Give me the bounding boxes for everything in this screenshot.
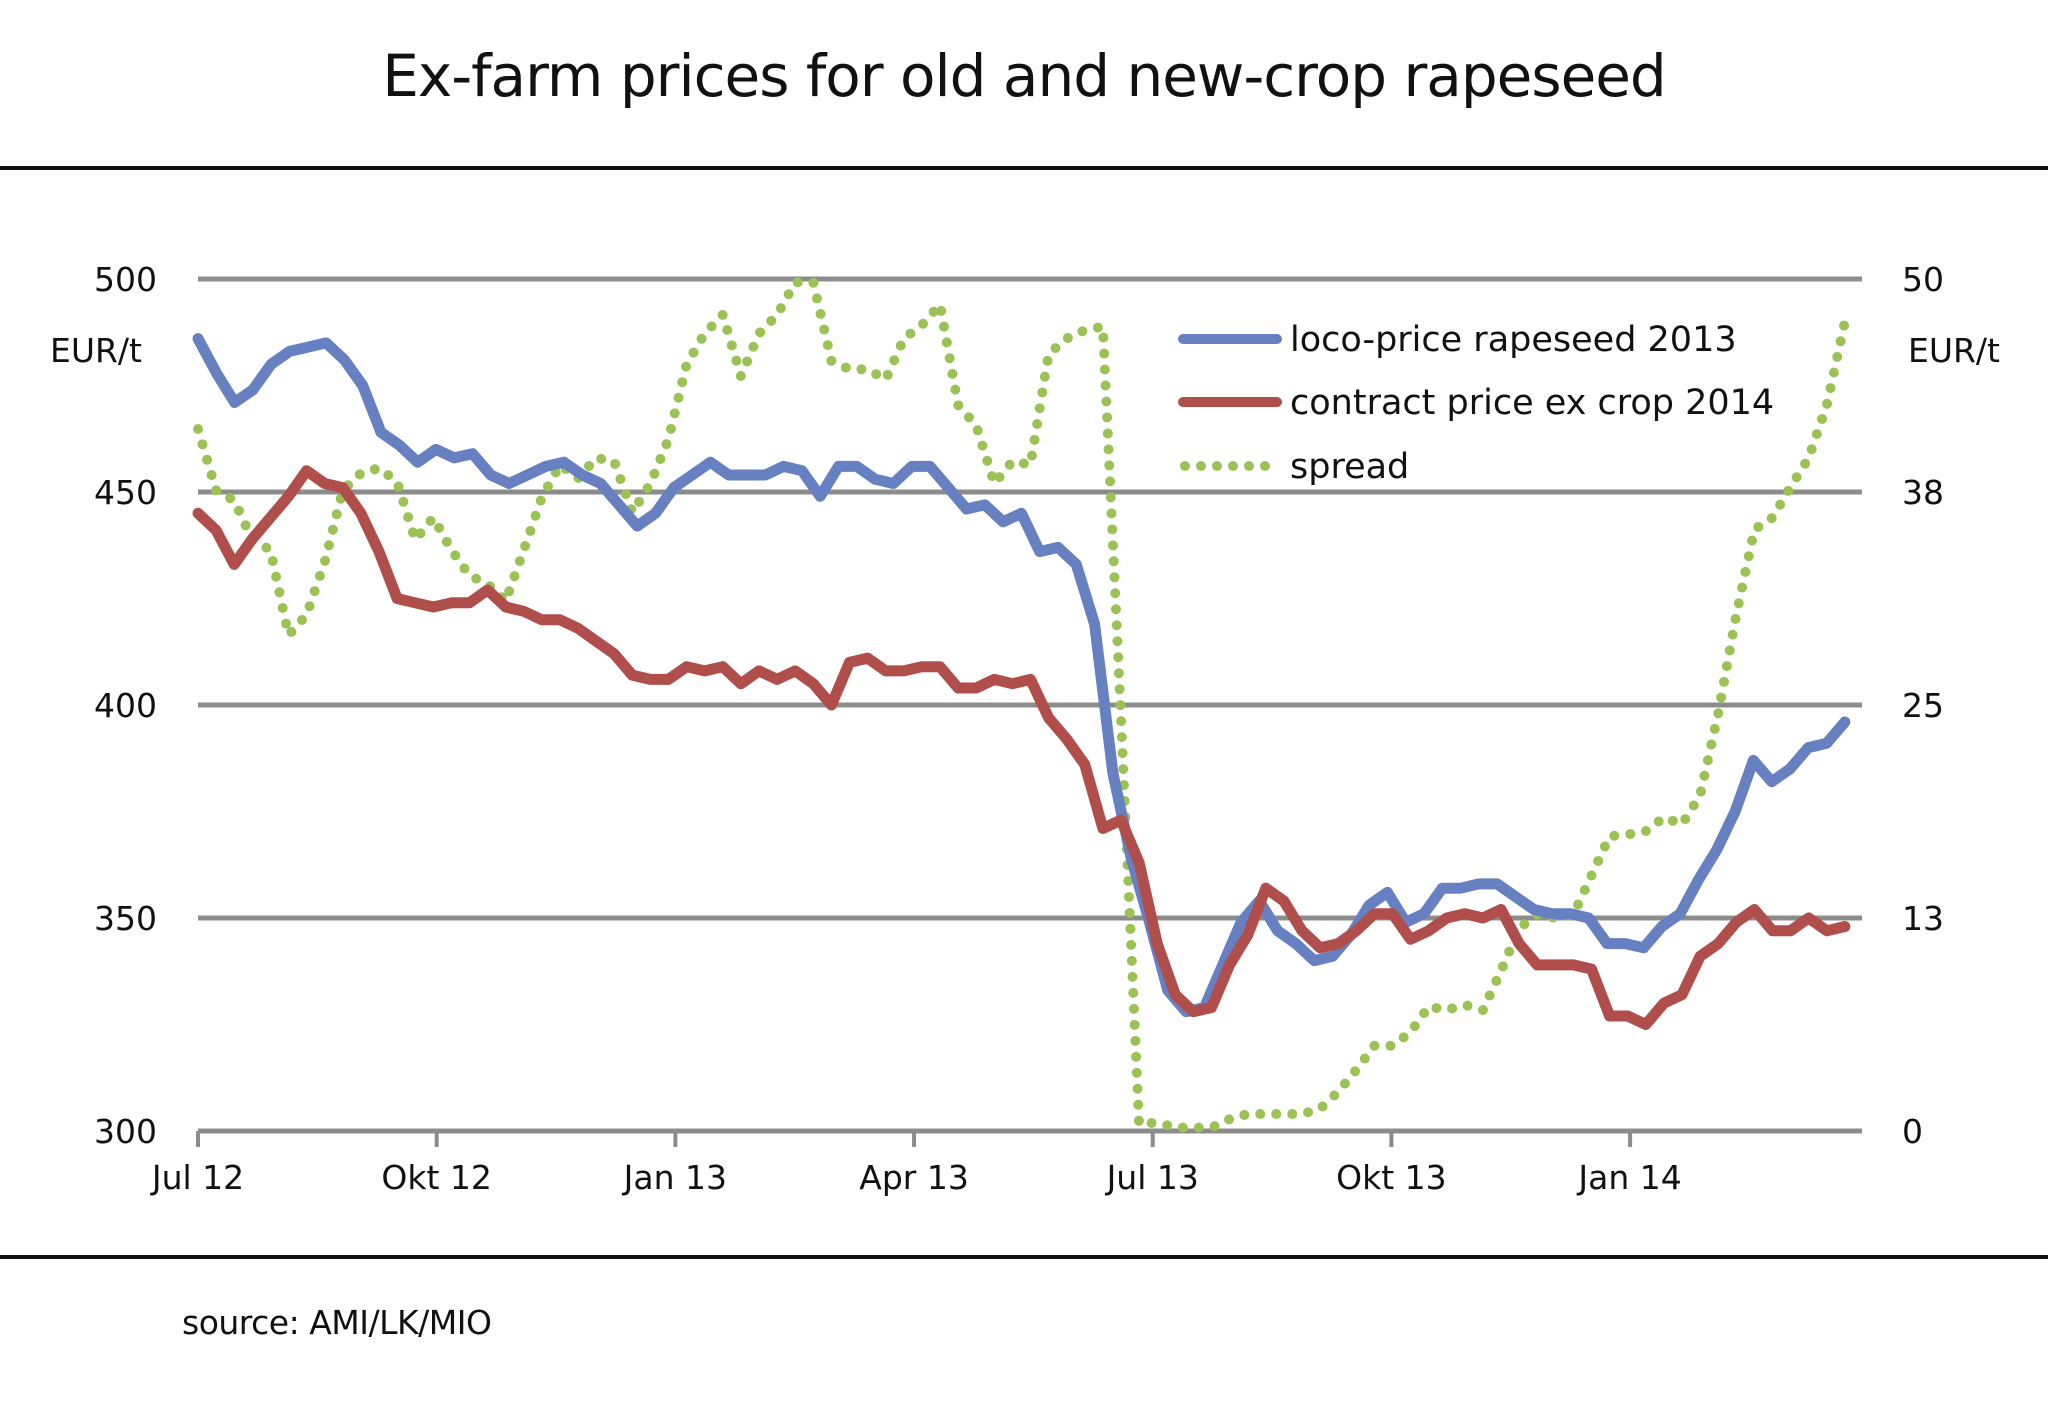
legend-label-contract: contract price ex crop 2014 bbox=[1290, 383, 1774, 423]
series bbox=[192, 277, 1851, 1133]
x-tick-label: Jul 13 bbox=[1105, 1158, 1199, 1197]
right-y-axis: 50 38 25 13 0 bbox=[1902, 260, 1944, 1151]
right-y-tick-label: 0 bbox=[1902, 1112, 1923, 1151]
x-tick-label: Okt 13 bbox=[1336, 1158, 1447, 1197]
left-y-axis: 500 450 400 350 300 bbox=[94, 260, 157, 1151]
x-tick-label: Apr 13 bbox=[859, 1158, 969, 1197]
title-divider bbox=[0, 166, 2048, 170]
right-y-tick-label: 25 bbox=[1902, 686, 1944, 725]
legend-label-spread: spread bbox=[1290, 447, 1409, 487]
legend-label-loco: loco-price rapeseed 2013 bbox=[1290, 320, 1737, 360]
x-tick-label: Jan 13 bbox=[622, 1158, 727, 1197]
source-note: source: AMI/LK/MIO bbox=[182, 1303, 492, 1342]
x-axis: Jul 12 Okt 12 Jan 13 Apr 13 Jul 13 Okt 13 Jan … bbox=[150, 1128, 1862, 1197]
chart-title: Ex-farm prices for old and new-crop rape… bbox=[382, 42, 1667, 110]
left-y-tick-label: 450 bbox=[94, 473, 157, 512]
right-y-tick-label: 50 bbox=[1902, 260, 1944, 299]
right-y-axis-label: EUR/t bbox=[1908, 331, 2000, 370]
left-y-tick-label: 350 bbox=[94, 899, 157, 938]
x-tick-label: Okt 12 bbox=[381, 1158, 492, 1197]
left-y-tick-label: 400 bbox=[94, 686, 157, 725]
right-y-tick-label: 38 bbox=[1902, 473, 1944, 512]
series-line-contract-price-ex-crop-2014 bbox=[192, 465, 1851, 1030]
left-y-tick-label: 500 bbox=[94, 260, 157, 299]
left-y-tick-label: 300 bbox=[94, 1112, 157, 1151]
x-tick-label: Jan 14 bbox=[1576, 1158, 1681, 1197]
gridlines bbox=[198, 276, 1862, 921]
legend: loco-price rapeseed 2013 contract price … bbox=[1178, 320, 1774, 487]
series-line-loco-price-rapeseed-2013 bbox=[192, 333, 1851, 1018]
left-y-axis-label: EUR/t bbox=[50, 331, 142, 370]
footer-divider bbox=[0, 1255, 2048, 1259]
right-y-tick-label: 13 bbox=[1902, 899, 1944, 938]
x-tick-label: Jul 12 bbox=[150, 1158, 244, 1197]
